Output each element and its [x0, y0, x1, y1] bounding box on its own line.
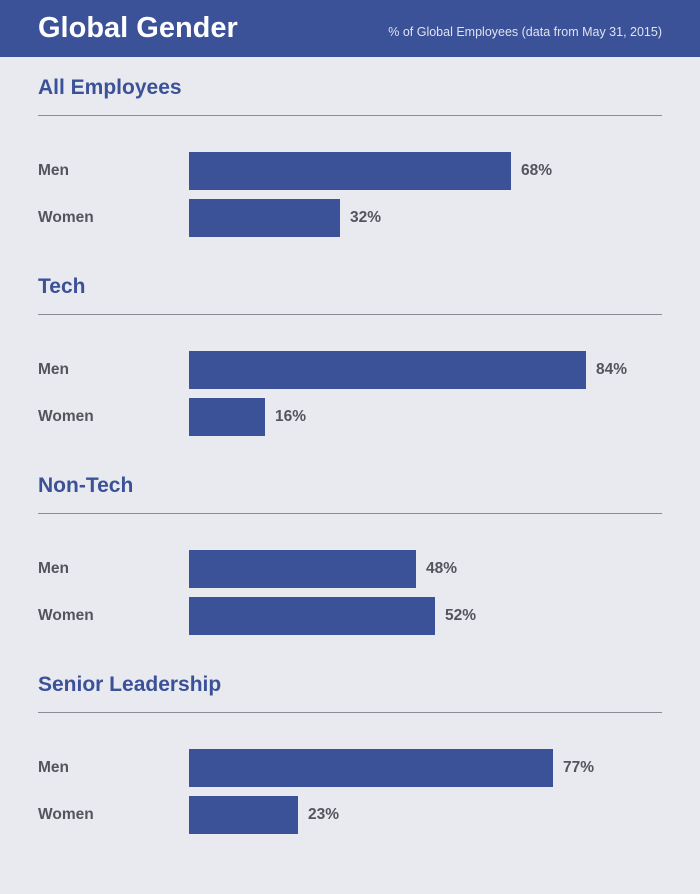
category-label-men: Men: [38, 759, 69, 776]
data-label: 68%: [521, 162, 553, 179]
bar-men: [189, 351, 586, 389]
data-label: 32%: [350, 209, 382, 226]
category-label-women: Women: [38, 408, 94, 425]
data-label: 48%: [426, 560, 458, 577]
bar-women: [189, 796, 298, 834]
bar-men: [189, 550, 416, 588]
divider: [38, 712, 662, 713]
page-subtitle: % of Global Employees (data from May 31,…: [388, 25, 662, 39]
bar-women: [189, 398, 265, 436]
divider: [38, 513, 662, 514]
chart-group-non-tech: Non-Tech Men 48% Women 52%: [0, 473, 700, 672]
bar-men: [189, 749, 553, 787]
data-label: 23%: [308, 806, 340, 823]
category-label-men: Men: [38, 560, 69, 577]
divider: [38, 115, 662, 116]
bar-men: [189, 152, 511, 190]
bar-women: [189, 597, 435, 635]
data-label: 84%: [596, 361, 628, 378]
divider: [38, 314, 662, 315]
data-label: 16%: [275, 408, 307, 425]
data-label: 52%: [445, 607, 477, 624]
bar-women: [189, 199, 340, 237]
group-title: Non-Tech: [38, 474, 134, 497]
group-title: All Employees: [38, 76, 182, 99]
group-title: Tech: [38, 275, 86, 298]
chart-group-senior-leadership: Senior Leadership Men 77% Women 23%: [0, 672, 700, 871]
header-bar: Global Gender % of Global Employees (dat…: [0, 0, 700, 57]
page-title: Global Gender: [38, 12, 238, 44]
chart-group-tech: Tech Men 84% Women 16%: [0, 274, 700, 473]
chart-group-all-employees: All Employees Men 68% Women 32%: [0, 75, 700, 274]
category-label-women: Women: [38, 209, 94, 226]
category-label-women: Women: [38, 607, 94, 624]
category-label-men: Men: [38, 162, 69, 179]
category-label-men: Men: [38, 361, 69, 378]
data-label: 77%: [563, 759, 595, 776]
category-label-women: Women: [38, 806, 94, 823]
group-title: Senior Leadership: [38, 673, 222, 696]
